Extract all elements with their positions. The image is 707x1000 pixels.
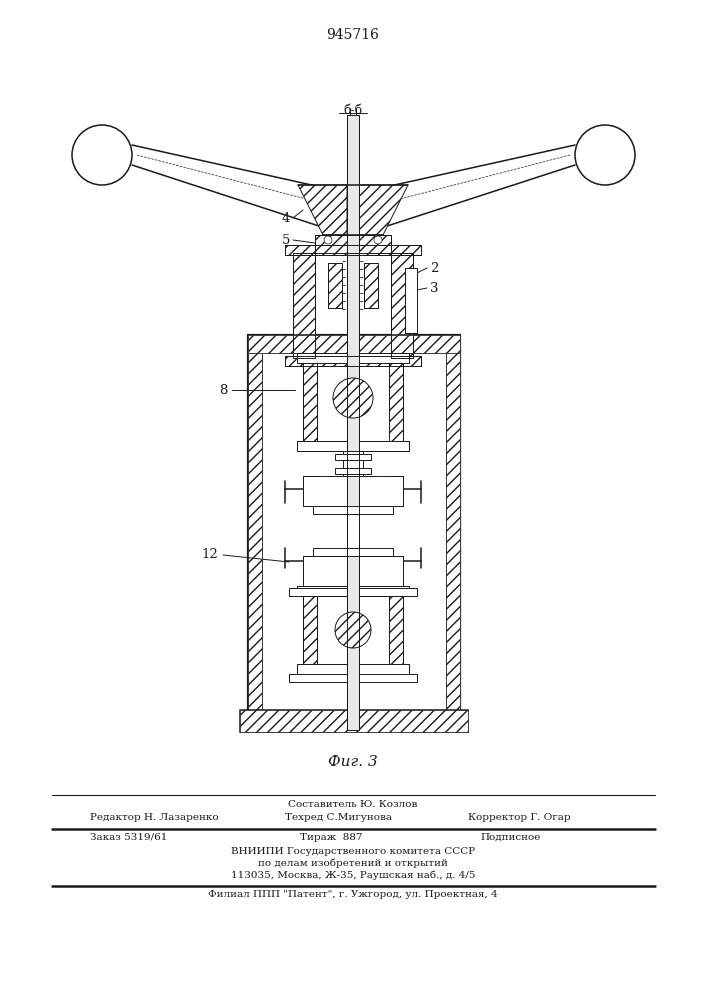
Bar (297, 586, 409, 596)
Bar (389, 476, 403, 506)
Bar (248, 335, 262, 730)
Circle shape (575, 125, 635, 185)
Bar (303, 476, 403, 506)
Text: Филиал ППП "Патент", г. Ужгород, ул. Проектная, 4: Филиал ППП "Патент", г. Ужгород, ул. Про… (208, 890, 498, 899)
Bar (364, 263, 378, 308)
Bar (364, 263, 378, 308)
Bar (347, 514, 359, 548)
Bar (240, 710, 468, 732)
Bar (389, 556, 403, 586)
Bar (248, 335, 460, 353)
Bar (297, 586, 409, 596)
Bar (297, 664, 409, 676)
Bar (335, 468, 371, 474)
Text: Техред С.Мигунова: Техред С.Мигунова (285, 813, 392, 822)
Bar (303, 556, 403, 586)
Circle shape (374, 236, 382, 244)
Bar (391, 253, 413, 358)
Bar (405, 268, 417, 333)
Bar (389, 596, 403, 664)
Bar (293, 253, 315, 358)
Bar (297, 441, 409, 451)
Bar (289, 588, 417, 596)
Text: 2: 2 (430, 261, 438, 274)
Bar (303, 556, 317, 586)
Text: 945716: 945716 (327, 28, 380, 42)
Bar (446, 335, 460, 730)
Bar (285, 245, 421, 255)
Bar (303, 363, 317, 441)
Text: Редактор Н. Лазаренко: Редактор Н. Лазаренко (90, 813, 218, 822)
Bar (297, 664, 409, 676)
Polygon shape (298, 185, 347, 235)
Bar (285, 245, 421, 255)
Text: Подписное: Подписное (480, 833, 540, 842)
Bar (303, 476, 317, 506)
Text: 3: 3 (430, 282, 438, 294)
Text: Тираж  887: Тираж 887 (300, 833, 363, 842)
Bar (391, 253, 413, 358)
Bar (297, 441, 409, 451)
Bar (303, 596, 317, 664)
Bar (446, 335, 460, 730)
Text: 8: 8 (220, 383, 228, 396)
Text: Заказ 5319/61: Заказ 5319/61 (90, 833, 168, 842)
Bar (248, 335, 262, 730)
Bar (315, 235, 391, 253)
Bar (405, 268, 417, 333)
Bar (313, 506, 393, 514)
Circle shape (333, 378, 373, 418)
Bar (303, 596, 317, 664)
Bar (289, 674, 417, 682)
Bar (293, 253, 315, 358)
Bar (297, 353, 409, 363)
Bar (328, 263, 342, 308)
Circle shape (335, 612, 371, 648)
Bar (240, 710, 468, 732)
Text: б-б: б-б (344, 104, 363, 116)
Bar (389, 363, 403, 441)
Text: 5: 5 (281, 233, 290, 246)
Text: Фиг. 3: Фиг. 3 (328, 755, 378, 769)
Text: 4: 4 (281, 212, 290, 225)
Polygon shape (359, 185, 408, 235)
Bar (389, 596, 403, 664)
Circle shape (72, 125, 132, 185)
Bar (389, 363, 403, 441)
Text: по делам изобретений и открытий: по делам изобретений и открытий (258, 859, 448, 868)
Text: 113035, Москва, Ж-35, Раушская наб., д. 4/5: 113035, Москва, Ж-35, Раушская наб., д. … (230, 871, 475, 880)
Bar (248, 335, 460, 353)
Bar (343, 451, 363, 476)
Bar (248, 335, 460, 730)
Bar (315, 235, 391, 253)
Text: Составитель Ю. Козлов: Составитель Ю. Козлов (288, 800, 418, 809)
Text: 12: 12 (201, 548, 218, 562)
Text: ВНИИПИ Государственного комитета СССР: ВНИИПИ Государственного комитета СССР (231, 847, 475, 856)
Circle shape (324, 236, 332, 244)
Bar (285, 356, 421, 366)
Bar (313, 548, 393, 556)
Bar (303, 363, 317, 441)
Text: Корректор Г. Огар: Корректор Г. Огар (468, 813, 571, 822)
Bar (285, 356, 421, 366)
Bar (335, 454, 371, 460)
Bar (328, 263, 342, 308)
Bar (347, 115, 359, 730)
